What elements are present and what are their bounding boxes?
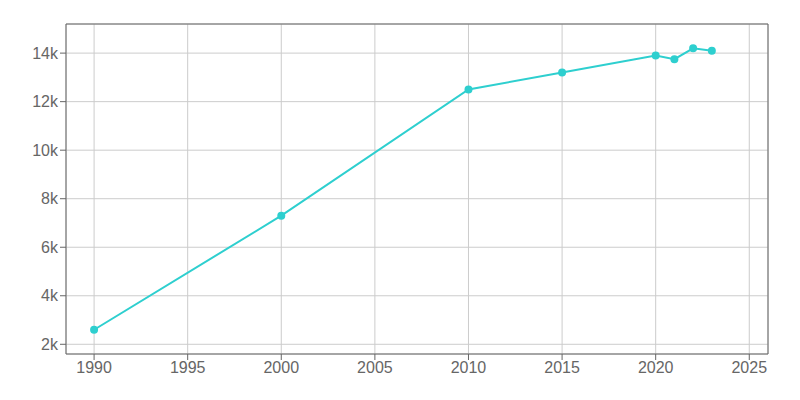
svg-text:2025: 2025 [731, 359, 767, 376]
svg-text:10k: 10k [32, 142, 59, 159]
svg-text:12k: 12k [32, 93, 59, 110]
svg-text:1990: 1990 [76, 359, 112, 376]
svg-text:4k: 4k [41, 287, 59, 304]
svg-text:2010: 2010 [451, 359, 487, 376]
svg-text:2k: 2k [41, 336, 59, 353]
svg-text:2020: 2020 [638, 359, 674, 376]
svg-text:6k: 6k [41, 239, 59, 256]
svg-text:2005: 2005 [357, 359, 393, 376]
svg-text:8k: 8k [41, 190, 59, 207]
svg-text:2015: 2015 [544, 359, 580, 376]
svg-text:1995: 1995 [170, 359, 206, 376]
svg-text:14k: 14k [32, 45, 59, 62]
svg-text:2000: 2000 [263, 359, 299, 376]
